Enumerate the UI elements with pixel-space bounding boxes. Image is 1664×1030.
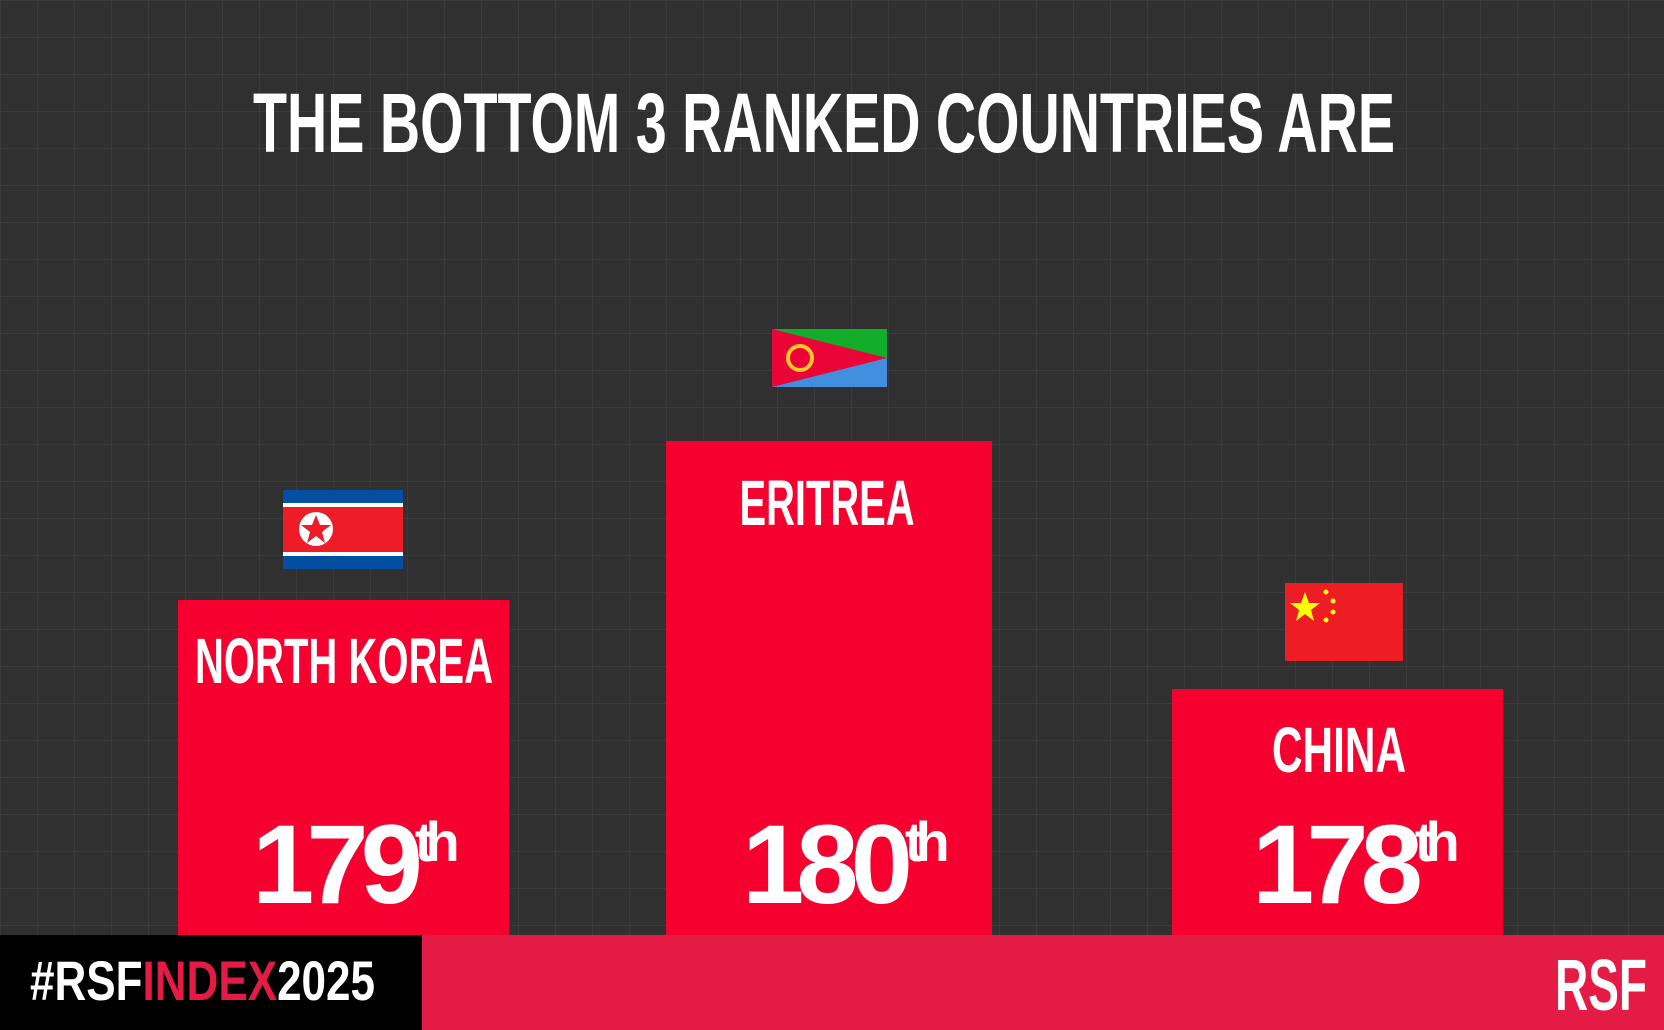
flag-north-korea	[283, 490, 403, 569]
flag-china	[1285, 583, 1403, 661]
hashtag-part: INDEX	[143, 949, 278, 1012]
country-name: CHINA	[1272, 714, 1406, 786]
rank: 178th	[1252, 802, 1457, 927]
rank-number: 178	[1252, 802, 1420, 927]
podium-block	[1172, 689, 1503, 940]
podium-block	[666, 441, 992, 940]
rank-suffix: th	[905, 810, 947, 873]
rank-suffix: th	[415, 810, 457, 873]
country-name: ERITREA	[740, 467, 915, 539]
podium-block	[178, 600, 509, 940]
rank: 179th	[252, 802, 457, 927]
logo: RSF	[1555, 946, 1647, 1026]
hashtag: #RSFINDEX2025	[30, 949, 375, 1012]
hashtag-box	[0, 935, 422, 1030]
rank-number: 179	[252, 802, 420, 927]
flag-eritrea	[772, 329, 887, 387]
rank-suffix: th	[1415, 810, 1457, 873]
country-name: NORTH KOREA	[195, 625, 493, 697]
hashtag-part: 2025	[277, 949, 375, 1012]
hashtag-part: #RSF	[30, 949, 143, 1012]
rank-number: 180	[742, 802, 909, 927]
title: THE BOTTOM 3 RANKED COUNTRIES ARE	[253, 76, 1395, 170]
